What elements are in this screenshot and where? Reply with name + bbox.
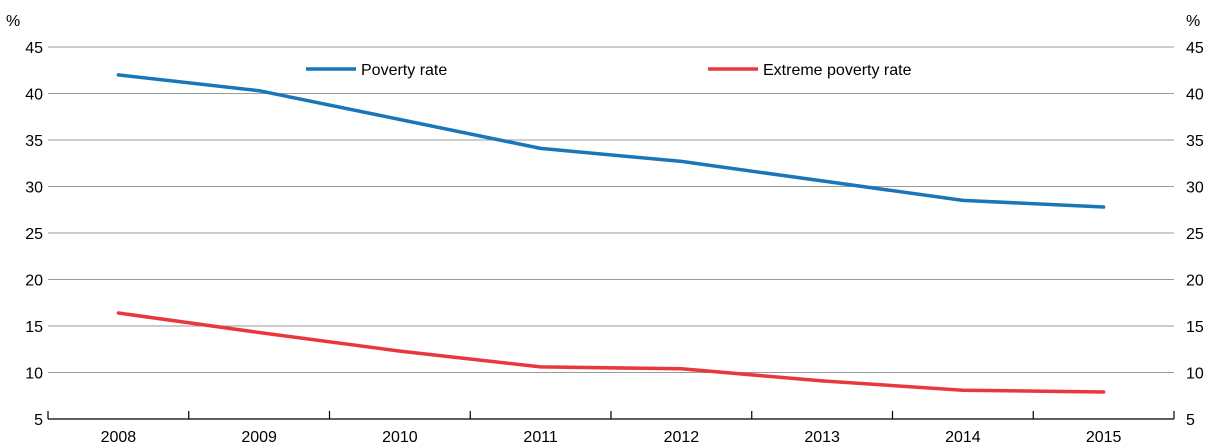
legend-label-0: Poverty rate [361,62,447,79]
x-tick-label: 2008 [101,429,137,444]
x-tick-label: 2014 [945,429,981,444]
series-lines [116,73,1106,394]
y-axis-unit-left: % [6,13,20,30]
x-tick-label: 2015 [1086,429,1122,444]
x-tick-label: 2013 [804,429,840,444]
y-tick-label-right: 30 [1186,180,1204,197]
y-tick-label-left: 10 [25,366,43,383]
series-line-1 [116,311,1106,394]
y-axis-unit-right: % [1186,13,1200,30]
y-tick-label-right: 35 [1186,133,1204,150]
y-tick-label-right: 15 [1186,319,1204,336]
y-tick-label-right: 10 [1186,366,1204,383]
y-tick-label-left: 45 [25,40,43,57]
y-tick-label-left: 40 [25,87,43,104]
legend: Poverty rate Extreme poverty rate [306,62,912,79]
y-tick-label-right: 45 [1186,40,1204,57]
y-tick-label-left: 20 [25,273,43,290]
series-line-0 [116,73,1106,209]
y-tick-label-right: 5 [1186,412,1195,429]
x-tick-label: 2011 [523,429,558,444]
gridlines [48,46,1174,373]
y-tick-label-left: 35 [25,133,43,150]
y-tick-label-left: 5 [34,412,43,429]
x-tick-label: 2012 [664,429,700,444]
y-tick-label-left: 15 [25,319,43,336]
axes: 5 5 10 10 15 15 20 20 25 25 30 30 35 35 40 40 45 45 2008 20… [25,40,1204,444]
y-tick-label-right: 40 [1186,87,1204,104]
y-tick-label-left: 25 [25,226,43,243]
y-tick-label-left: 30 [25,180,43,197]
y-tick-label-right: 25 [1186,226,1204,243]
y-tick-label-right: 20 [1186,273,1204,290]
x-tick-label: 2010 [382,429,418,444]
legend-label-1: Extreme poverty rate [763,62,912,79]
x-tick-label: 2009 [241,429,277,444]
